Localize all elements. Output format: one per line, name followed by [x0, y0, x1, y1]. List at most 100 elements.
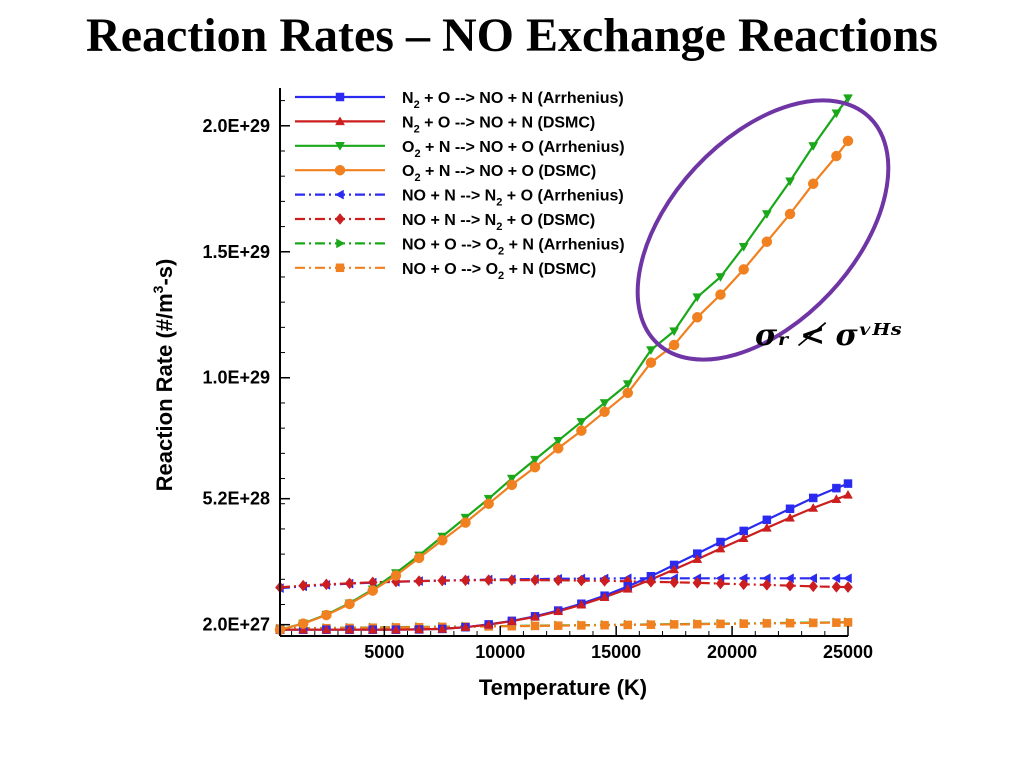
data-point: [808, 618, 818, 628]
data-point: [807, 178, 819, 189]
data-point: [344, 598, 355, 610]
data-point: [692, 293, 703, 303]
data-point: [646, 620, 656, 629]
data-point: [761, 210, 772, 219]
data-point: [669, 327, 680, 337]
data-point: [715, 577, 726, 590]
data-point: [831, 580, 842, 593]
x-tick-label: 10000: [475, 642, 525, 662]
data-point: [646, 574, 656, 584]
data-point: [738, 578, 749, 591]
data-point: [832, 618, 841, 627]
data-point: [832, 483, 841, 493]
legend-label: NO + O --> O2 + N (DSMC): [402, 261, 596, 282]
data-point: [808, 573, 817, 584]
y-tick-label: 2.0E+27: [202, 615, 270, 635]
data-point: [344, 624, 355, 634]
data-point: [762, 619, 772, 628]
data-point: [738, 533, 749, 542]
legend-label: NO + N --> N2 + O (Arrhenius): [402, 188, 624, 209]
data-point: [530, 621, 540, 631]
data-point: [460, 622, 471, 631]
data-point: [297, 618, 309, 629]
highlight-ellipse: [635, 98, 891, 362]
data-point: [483, 498, 494, 509]
data-point: [785, 177, 795, 187]
legend-label: NO + N --> N2 + O (DSMC): [402, 212, 595, 233]
data-point: [335, 116, 345, 126]
data-point: [842, 573, 852, 584]
data-point: [553, 436, 564, 446]
data-point: [553, 606, 564, 616]
data-point: [669, 620, 679, 629]
data-point: [843, 581, 853, 594]
data-point: [622, 583, 633, 593]
data-point: [808, 580, 819, 593]
data-point: [506, 616, 517, 625]
data-point: [321, 578, 332, 591]
data-point: [785, 579, 795, 592]
data-point: [623, 620, 633, 630]
data-point: [715, 273, 726, 282]
data-point: [599, 406, 610, 418]
data-point: [321, 624, 332, 634]
y-tick-label: 2.0E+29: [202, 116, 270, 136]
data-point: [336, 238, 346, 249]
data-point: [831, 150, 842, 162]
data-point: [761, 236, 773, 247]
series-line: [280, 493, 849, 631]
data-point: [716, 619, 725, 629]
data-point: [553, 621, 563, 630]
data-point: [599, 574, 610, 587]
data-point: [414, 575, 424, 587]
data-point: [390, 624, 401, 634]
sigma-annotation: σᵣ ≮ σᵛᴴˢ: [755, 318, 902, 353]
data-point: [321, 609, 332, 621]
data-point: [599, 592, 610, 601]
series-line: [280, 482, 849, 631]
data-point: [831, 109, 842, 119]
data-point: [843, 618, 853, 627]
data-point: [693, 619, 702, 629]
x-tick-label: 20000: [707, 642, 757, 662]
data-point: [808, 142, 819, 151]
data-point: [530, 455, 540, 465]
data-point: [843, 479, 853, 488]
x-axis-title: Temperature (K): [479, 675, 647, 700]
data-point: [785, 512, 795, 522]
axes: [279, 88, 848, 637]
data-point: [646, 346, 656, 356]
data-point: [843, 94, 853, 104]
data-point: [437, 535, 448, 546]
data-point: [367, 585, 378, 596]
data-point: [600, 620, 609, 630]
data-point: [599, 399, 610, 408]
data-point: [622, 387, 634, 399]
data-point: [553, 574, 564, 587]
data-point: [335, 92, 345, 102]
data-point: [738, 264, 749, 275]
data-point: [529, 461, 541, 473]
data-point: [530, 611, 540, 621]
data-point: [530, 574, 540, 586]
data-point: [483, 619, 494, 629]
data-point: [298, 624, 309, 634]
data-point: [335, 142, 345, 151]
data-point: [785, 504, 795, 514]
data-point: [692, 554, 703, 563]
data-point: [576, 599, 587, 609]
data-point: [506, 479, 518, 491]
legend-label: O2 + N --> NO + O (Arrhenius): [402, 139, 625, 160]
x-tick-label: 15000: [591, 642, 641, 662]
data-point: [761, 522, 772, 532]
data-point: [577, 621, 586, 630]
legend-label: N2 + O --> NO + N (DSMC): [402, 114, 595, 135]
y-tick-label: 1.0E+29: [202, 368, 270, 388]
slide-title: Reaction Rates – NO Exchange Reactions: [86, 9, 938, 62]
data-point: [576, 425, 587, 436]
data-point: [552, 443, 564, 454]
data-point: [738, 242, 749, 252]
data-point: [668, 339, 680, 351]
data-point: [762, 515, 772, 525]
